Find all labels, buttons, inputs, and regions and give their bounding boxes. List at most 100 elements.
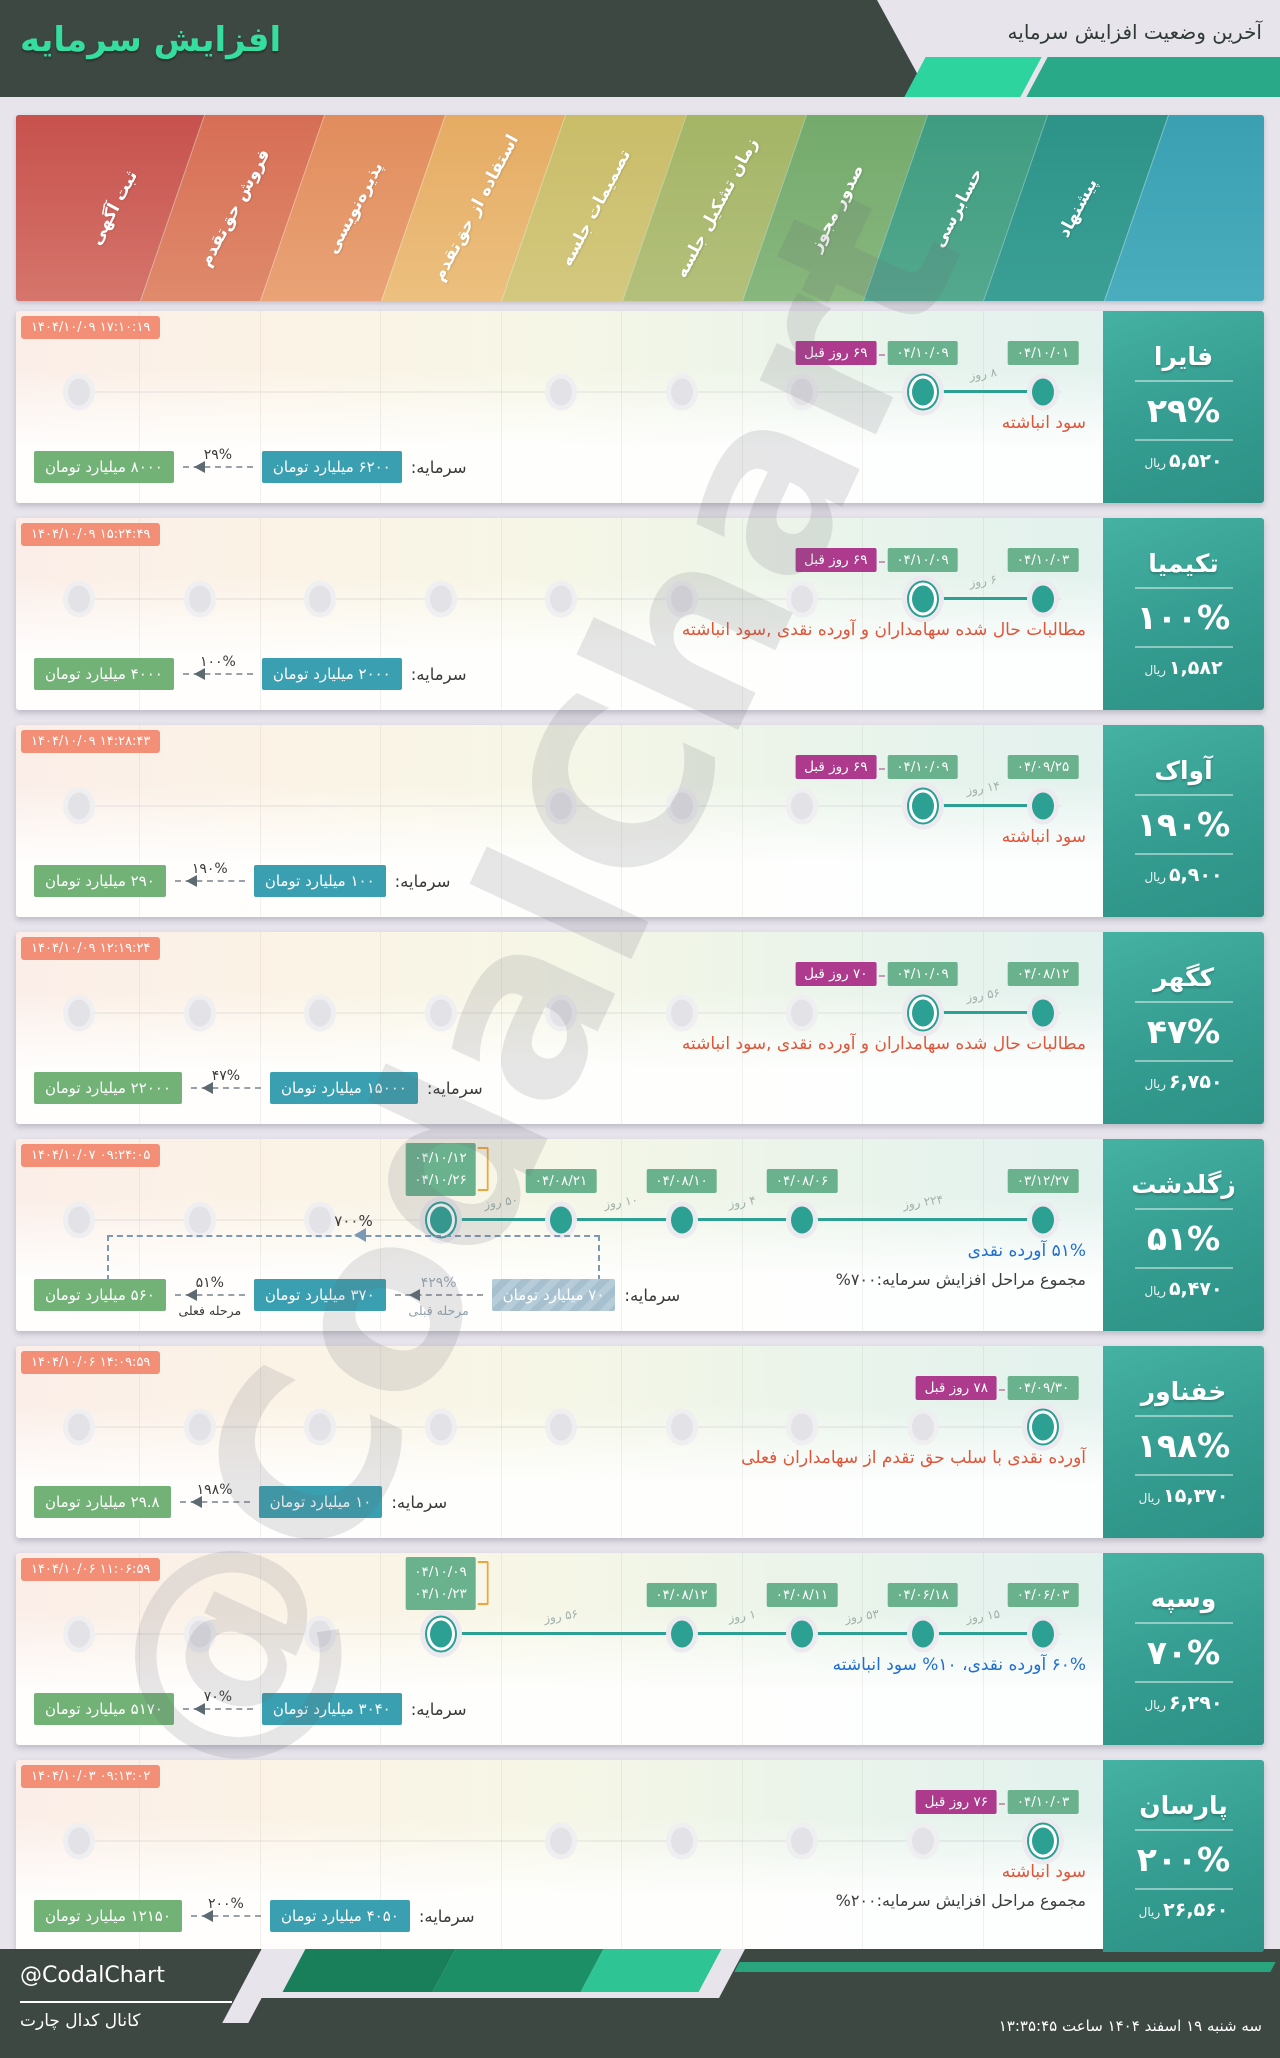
grid-line <box>982 1553 984 1745</box>
capital-badge-target: ۲۹.۸ میلیارد تومان <box>34 1486 171 1518</box>
report-timestamp: ۱۴۰۴/۱۰/۰۹ ۱۴:۲۸:۴۳ <box>21 730 161 753</box>
stage-dot-pending <box>68 1413 90 1441</box>
company-row: ۱۴۰۴/۱۰/۰۳ ۰۹:۱۳:۰۲ ۰۴/۱۰/۰۳ ۷۶ روز قبل سود… <box>16 1760 1264 1952</box>
report-timestamp: ۱۴۰۴/۱۰/۰۹ ۱۲:۱۹:۲۴ <box>21 937 161 960</box>
arrow-head-icon <box>202 1082 214 1094</box>
report-timestamp: ۱۴۰۴/۱۰/۰۳ ۰۹:۱۳:۰۲ <box>21 1765 161 1788</box>
capital-badge-base: ۶۲۰۰ میلیارد تومان <box>261 451 402 483</box>
increase-ratio: ۱۹۸% <box>196 1482 233 1498</box>
gap-days-label: ۲۲۴ روز <box>901 1192 944 1212</box>
divider <box>1134 1060 1233 1062</box>
grid-line <box>741 311 743 503</box>
days-ago-badge: ۶۹ روز قبل <box>795 548 877 572</box>
grid-line <box>862 1346 863 1538</box>
capital-badge-target: ۴۰۰۰ میلیارد تومان <box>34 658 174 690</box>
arrow-head-icon <box>194 668 206 680</box>
capital-badge-target: ۵۶۰ میلیارد تومان <box>34 1279 166 1311</box>
company-row: ۱۴۰۴/۱۰/۰۹ ۱۴:۲۸:۴۳ ۱۴ روز ۰۴/۰۹/۲۵ ۰۴/۱۰/۰… <box>16 725 1264 917</box>
stage-dot-pending <box>429 1413 452 1441</box>
days-ago-badge: ۷۸ روز قبل <box>915 1376 997 1400</box>
company-name: تکیمیا <box>1148 549 1219 578</box>
stage-dot-pending <box>429 999 452 1027</box>
stage-dot-current <box>426 1617 455 1651</box>
stage-dot-pending <box>791 1413 813 1441</box>
grid-line <box>380 932 381 1124</box>
increase-ratio: ۷۰% <box>203 1689 233 1705</box>
increase-percent: ۲۰۰% <box>1136 1840 1231 1879</box>
company-panel: زگلدشت ۵۱% ۵,۴۷۰ریال <box>1103 1139 1264 1331</box>
grid-line <box>139 311 140 503</box>
stage-dot-done <box>670 1206 693 1234</box>
stage-dot-pending <box>188 1413 211 1441</box>
capital-badge-target: ۲۹۰ میلیارد تومان <box>34 865 166 897</box>
gap-days-label: ۵۶ روز <box>543 1606 579 1626</box>
company-name: کگهر <box>1152 963 1215 992</box>
grid-line <box>862 932 863 1124</box>
footer-datetime: سه شنبه ۱۹ اسفند ۱۴۰۴ ساعت ۱۳:۳۵:۴۵ <box>998 2017 1262 2035</box>
footer-divider <box>20 2001 232 2003</box>
price-value: ۶,۲۹۰ <box>1168 1692 1223 1714</box>
capital-arrow: ۷۰% <box>182 1689 253 1715</box>
grid-line <box>139 1760 140 1952</box>
company-row: ۱۴۰۴/۱۰/۰۹ ۱۲:۱۹:۲۴ ۵۶ روز ۰۴/۰۸/۱۲ ۰۴/۱۰/۰… <box>16 932 1264 1124</box>
row-notes: سود انباشته مجموع مراحل افزایش سرمایه:۲۰۰… <box>836 1862 1086 1910</box>
report-timestamp: ۱۴۰۴/۱۰/۰۹ ۱۷:۱۰:۱۹ <box>21 316 161 339</box>
stage-dot-done <box>1032 999 1054 1027</box>
capital-label: سرمایه: <box>426 1078 483 1098</box>
stage-dot-current <box>908 582 937 616</box>
stage-dot-pending <box>309 999 331 1027</box>
footer-decor-parallelogram-2 <box>432 1949 604 1992</box>
note-text: ۵۱% آورده نقدی <box>967 1241 1086 1261</box>
increase-ratio: ۱۹۰% <box>191 861 228 877</box>
grid-line <box>621 1760 622 1952</box>
stage-dot-pending <box>791 585 813 613</box>
row-notes: ۶۰% آورده نقدی، ۱۰% سود انباشته <box>833 1655 1086 1675</box>
stage-dot-pending <box>550 999 572 1027</box>
company-rows: ۱۴۰۴/۱۰/۰۹ ۱۷:۱۰:۱۹ ۸ روز ۰۴/۱۰/۰۱ ۰۴/۱۰/۰۹… <box>16 311 1264 1967</box>
capital-badge-target: ۱۲۱۵۰ میلیارد تومان <box>34 1900 182 1932</box>
row-notes: ۵۱% آورده نقدی مجموع مراحل افزایش سرمایه:… <box>836 1241 1086 1289</box>
milestone-date-badge: ۰۴/۰۶/۱۸ <box>887 1583 958 1607</box>
milestone-date-badge: ۰۴/۰۸/۲۱ <box>525 1169 597 1193</box>
increase-ratio: ۴۷% <box>211 1068 241 1084</box>
share-price: ۲۶,۵۶۰ریال <box>1139 1899 1229 1921</box>
grid-line <box>621 1346 622 1538</box>
row-notes: آورده نقدی با سلب حق تقدم از سهامداران ف… <box>741 1448 1086 1468</box>
stage-dot-done <box>791 1206 813 1234</box>
milestone-date-badge: ۰۴/۰۸/۱۰ <box>646 1169 717 1193</box>
grid-line <box>500 725 502 917</box>
capital-label: سرمایه: <box>418 1906 475 1926</box>
increase-ratio: ۴۲۹% <box>420 1275 457 1291</box>
stage-dot-pending <box>670 378 693 406</box>
grid-line <box>380 518 381 710</box>
stage-sub-label: مرحله قبلی <box>408 1303 469 1318</box>
note-text: ۶۰% آورده نقدی، ۱۰% سود انباشته <box>832 1655 1086 1675</box>
timeline-progress <box>922 804 1043 807</box>
grid-line <box>862 1139 863 1331</box>
stage-dot-done <box>911 1620 934 1648</box>
milestone-date-badge: ۰۴/۱۰/۰۹ <box>887 341 958 365</box>
grid-line <box>139 1553 140 1745</box>
grid-line <box>621 518 622 710</box>
decor-parallelogram-dark <box>1026 57 1280 97</box>
divider <box>1134 1888 1233 1890</box>
capital-badge-target: ۵۱۷۰ میلیارد تومان <box>34 1693 174 1725</box>
capital-label: سرمایه: <box>624 1285 681 1305</box>
divider <box>1134 439 1233 441</box>
stage-dot-pending <box>68 585 90 613</box>
grid-line <box>139 1346 140 1538</box>
days-ago-badge: ۶۹ روز قبل <box>795 341 877 365</box>
increase-percent: ۲۹% <box>1146 391 1221 430</box>
stage-dot-done <box>1032 378 1054 406</box>
capital-label: سرمایه: <box>410 457 467 477</box>
milestone-date-badge: ۰۳/۱۲/۲۷ <box>1007 1169 1079 1193</box>
company-name: وسپه <box>1150 1584 1217 1613</box>
note-text: سود انباشته <box>1001 413 1086 433</box>
grid-line <box>982 725 984 917</box>
capital-chain: سرمایه: ۷۰ میلیارد تومان ۴۲۹% مرحله قبلی ۳۷۰… <box>34 1275 681 1318</box>
grid-line <box>862 1760 863 1952</box>
grid-line <box>380 311 381 503</box>
divider <box>1134 380 1233 382</box>
stage-dot-done <box>550 1206 572 1234</box>
stage-dot-done <box>1032 585 1054 613</box>
